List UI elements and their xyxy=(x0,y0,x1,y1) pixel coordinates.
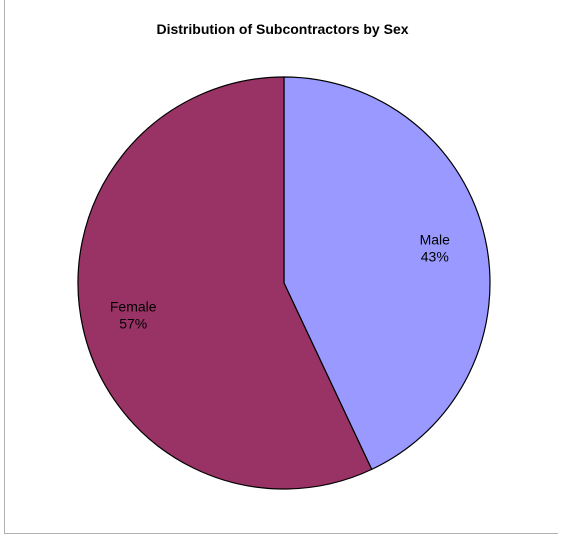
slice-label-female: Female xyxy=(110,299,157,315)
pie-slice-male xyxy=(283,76,491,471)
slice-percent-female: 57% xyxy=(119,316,147,332)
slice-label-male: Male xyxy=(420,231,451,247)
chart-title: Distribution of Subcontractors by Sex xyxy=(156,21,409,37)
slice-percent-male: 43% xyxy=(421,248,449,264)
pie-slice-female xyxy=(77,76,373,490)
